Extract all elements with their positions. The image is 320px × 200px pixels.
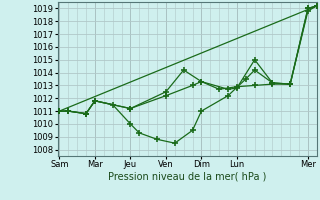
X-axis label: Pression niveau de la mer( hPa ): Pression niveau de la mer( hPa ) bbox=[108, 172, 266, 182]
